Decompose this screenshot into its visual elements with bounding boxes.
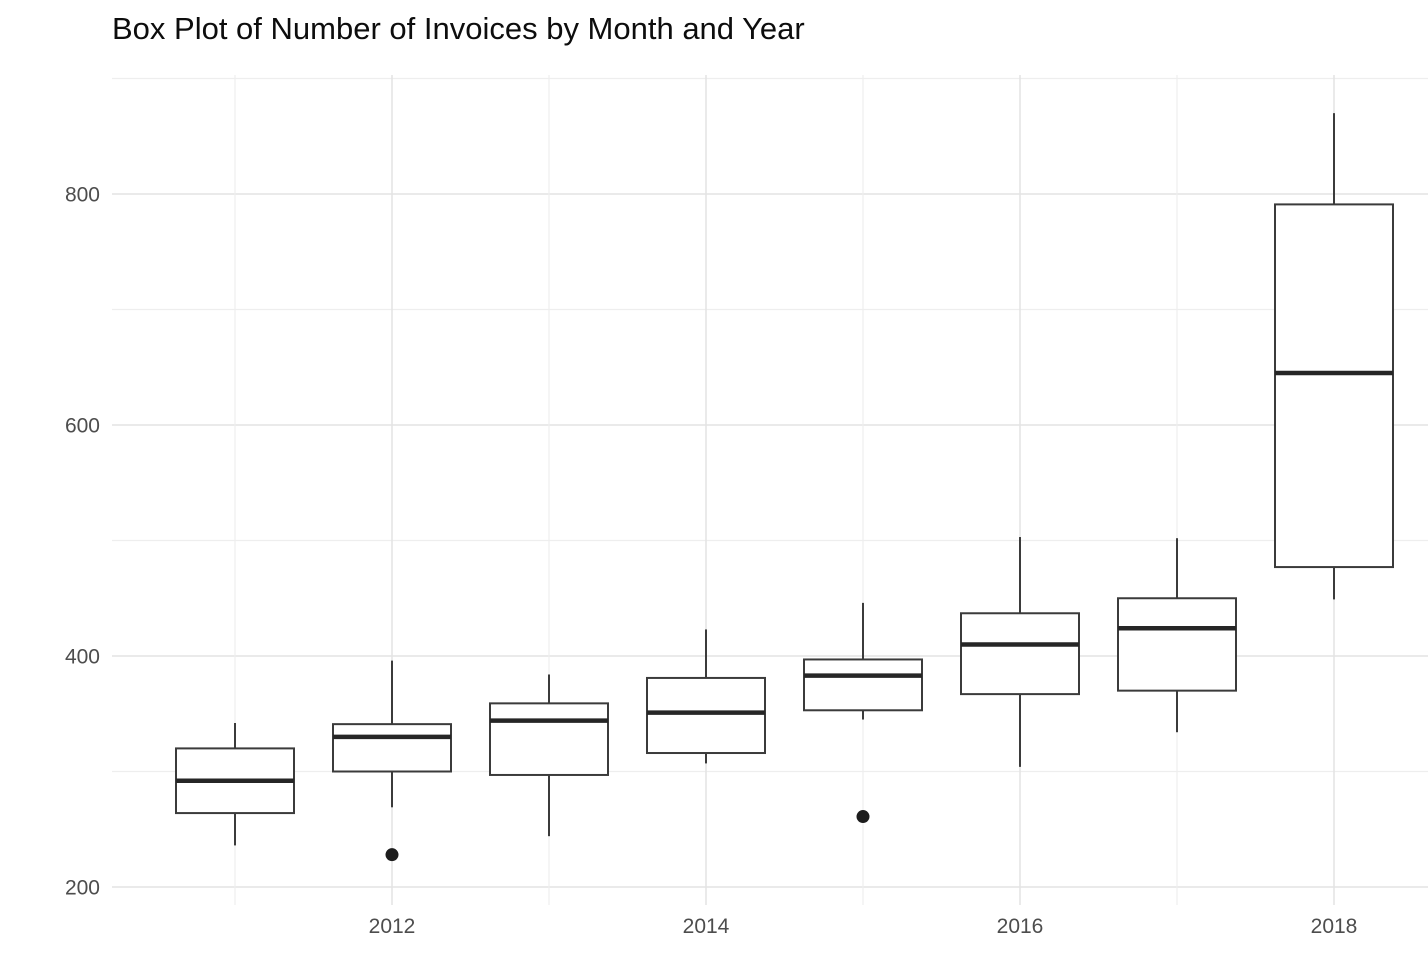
box-2017 [1117, 597, 1237, 692]
x-tick-label: 2018 [1311, 915, 1358, 938]
box-2018 [1274, 203, 1394, 569]
box-2016 [960, 612, 1080, 696]
outlier-point-2015 [856, 810, 870, 824]
box-2015 [803, 658, 923, 712]
x-tick-label: 2016 [997, 915, 1044, 938]
x-tick-label: 2014 [683, 915, 730, 938]
chart-title: Box Plot of Number of Invoices by Month … [112, 11, 805, 46]
box-2013 [489, 702, 609, 776]
x-tick-label: 2012 [369, 915, 416, 938]
outlier-point-2012 [385, 848, 399, 862]
box-2012 [332, 723, 452, 773]
box-2014 [646, 676, 766, 755]
y-tick-label: 200 [65, 877, 100, 900]
y-tick-label: 400 [65, 646, 100, 669]
y-tick-label: 800 [65, 184, 100, 207]
y-tick-label: 600 [65, 415, 100, 438]
